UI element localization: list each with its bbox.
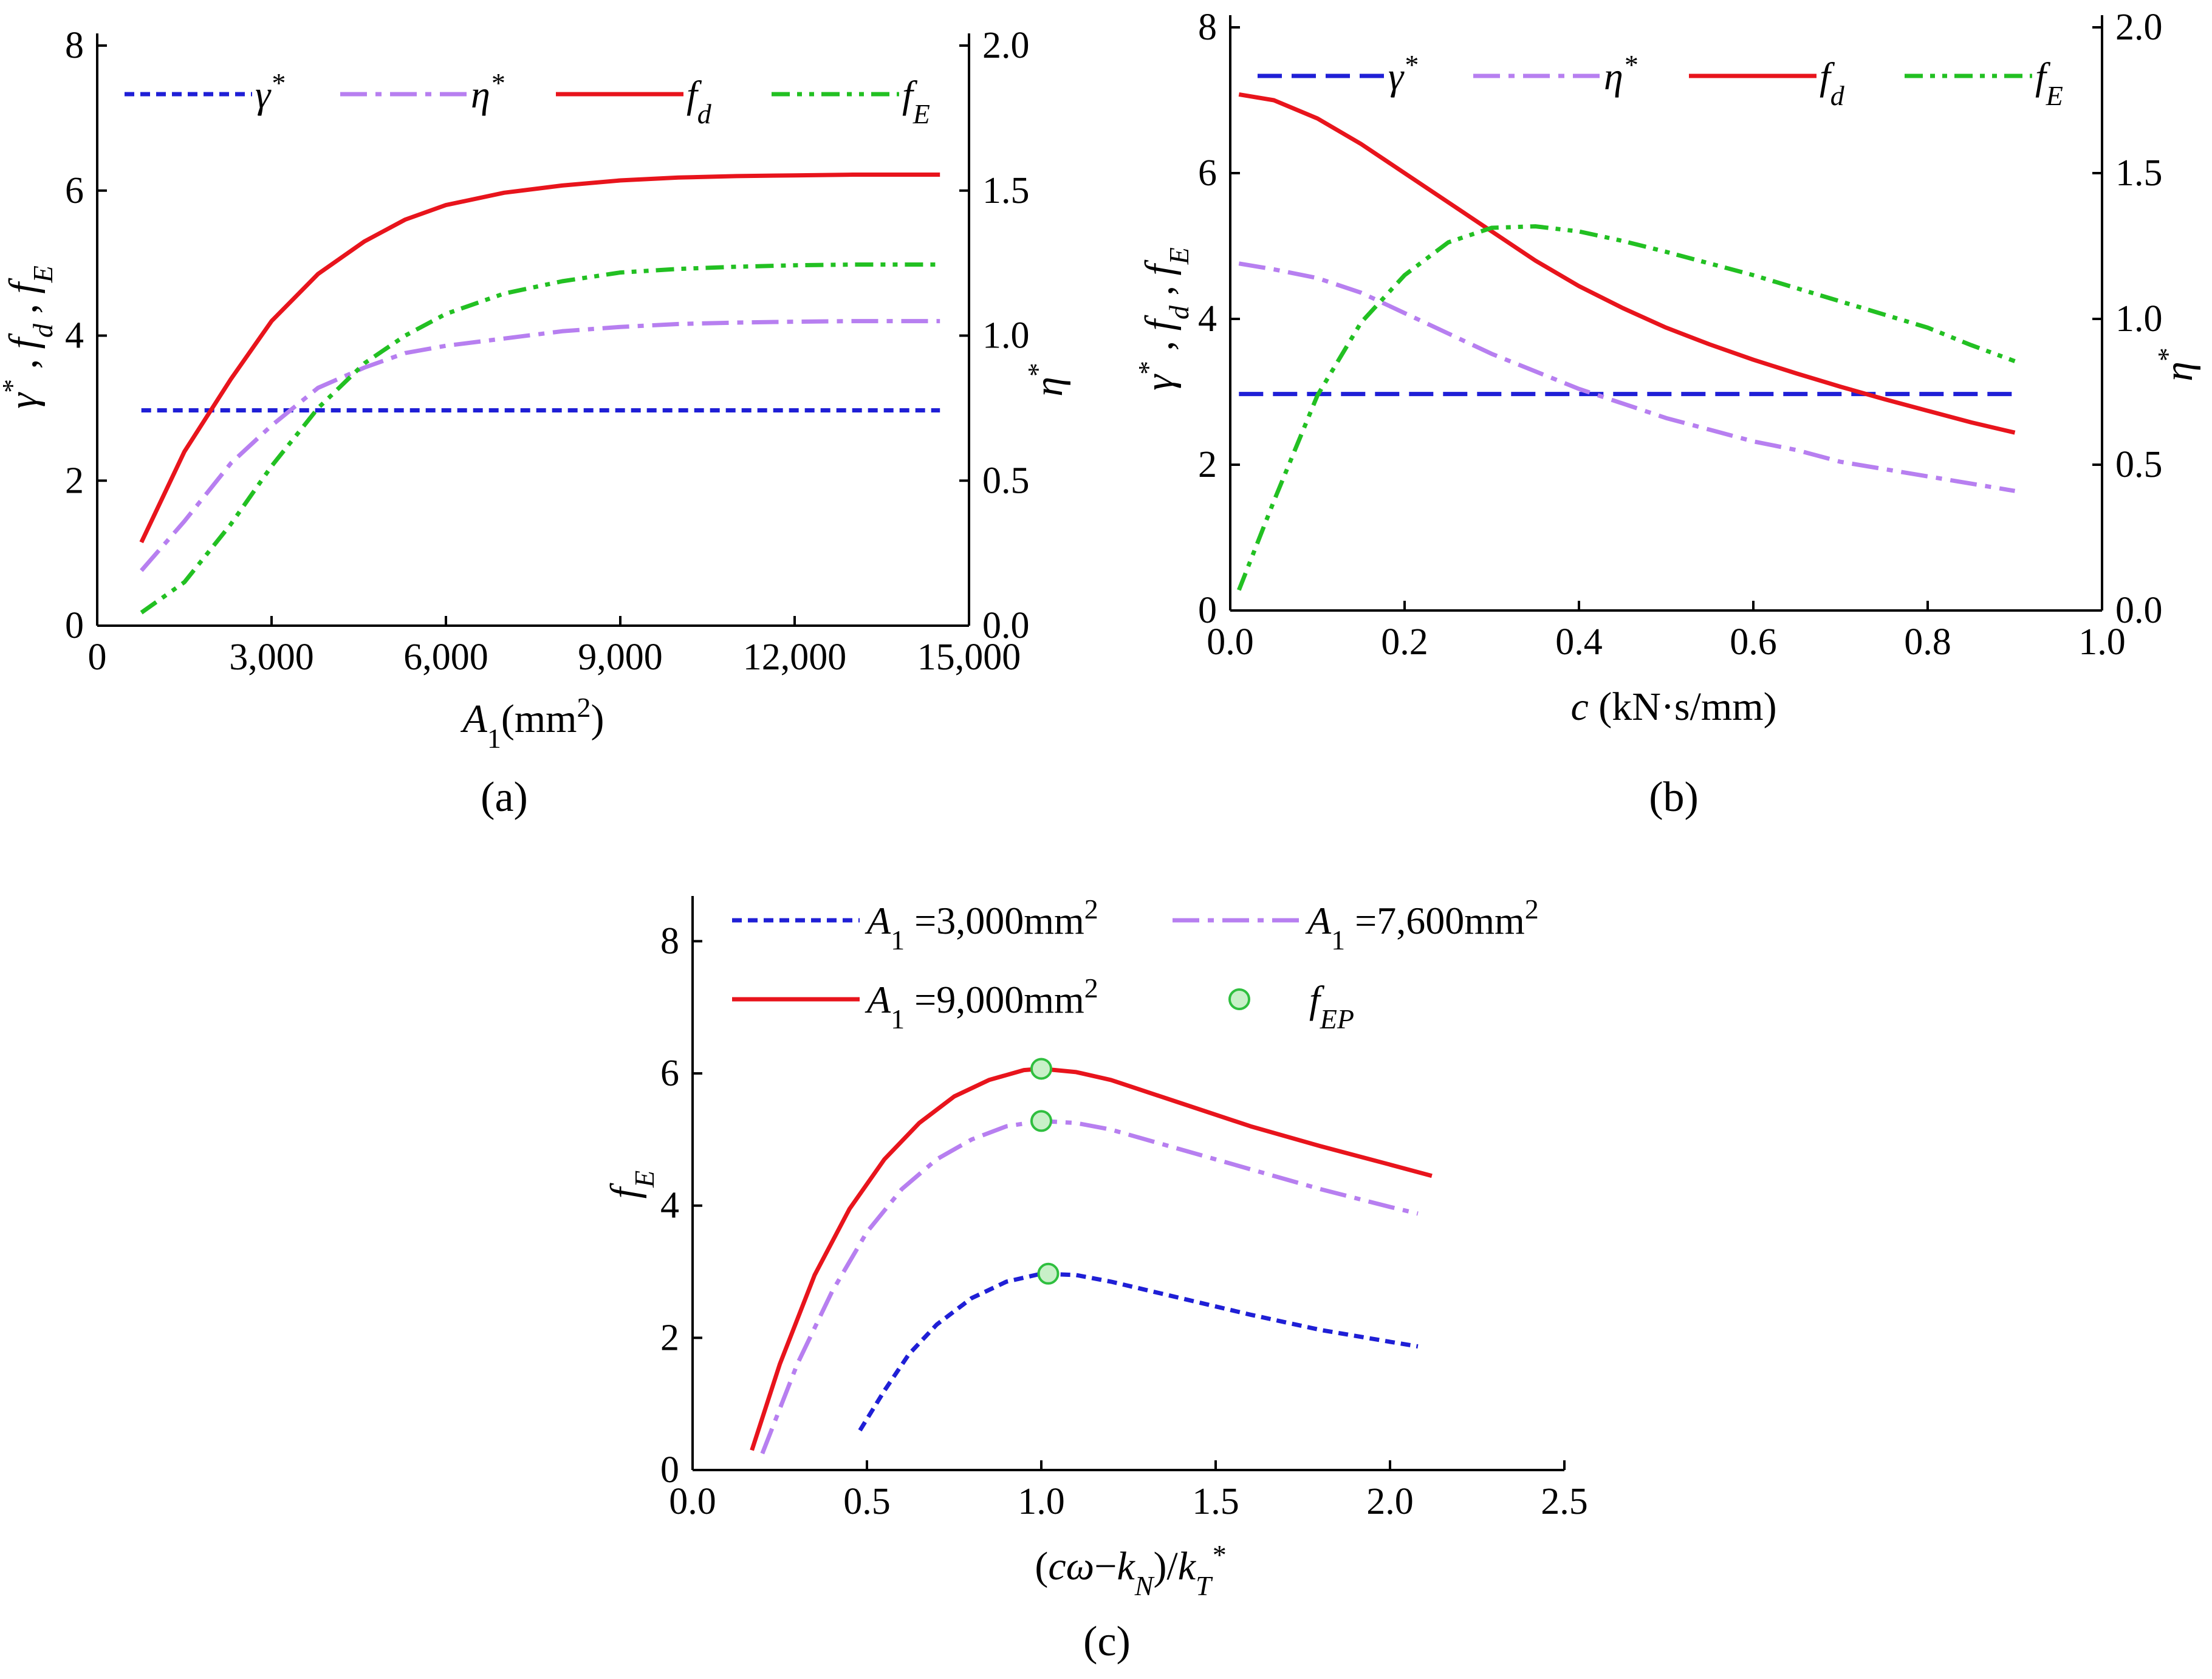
y-tick-label-left: 0 xyxy=(1198,590,1217,631)
y-axis-title-left: γ* , fd , fE xyxy=(0,265,58,409)
series-line-fd xyxy=(1238,92,2016,435)
x-tick-label: 1.5 xyxy=(1192,1481,1239,1522)
y-tick-label-right: 0.5 xyxy=(2115,444,2163,485)
y-tick-label-left: 8 xyxy=(1198,7,1217,48)
x-tick-label: 0 xyxy=(88,637,107,678)
x-tick-label: 0.4 xyxy=(1555,621,1603,663)
series-line-fE xyxy=(1237,224,2016,591)
y-tick-label-left: 4 xyxy=(660,1185,679,1226)
series-line-fE xyxy=(140,262,940,615)
legend-marker-fEP xyxy=(1228,988,1250,1010)
x-tick-label: 0.8 xyxy=(1904,621,1951,663)
x-tick-label: 0.0 xyxy=(669,1481,716,1522)
y-tick-label-left: 8 xyxy=(660,920,679,962)
y-tick-label-right: 0.0 xyxy=(982,605,1030,646)
x-axis-title: (cω−kN)/kT* xyxy=(1035,1539,1225,1601)
fEP-marker xyxy=(1030,1110,1052,1132)
legend-label: fEP xyxy=(1309,978,1354,1034)
legend-label: γ* xyxy=(1388,49,1417,98)
x-tick-label: 2.0 xyxy=(1366,1481,1414,1522)
panel-label-b: (b) xyxy=(1649,774,1699,821)
panel-label-a: (a) xyxy=(481,774,528,821)
x-tick-label: 0.0 xyxy=(1207,621,1254,663)
y-tick-label-left: 4 xyxy=(65,315,84,357)
chart-panel-b: 0.0 0.2 0.4 0.6 0.8 1.0 0 2 4 6 8 0.0 0.5 1.0 1.5 2.0 c … xyxy=(1132,7,2202,729)
y-tick-label-left: 6 xyxy=(1198,152,1217,194)
y-tick-label-right: 1.0 xyxy=(2115,298,2163,340)
x-tick-label: 3,000 xyxy=(229,637,314,678)
fEP-marker xyxy=(1037,1262,1060,1285)
y-tick-label-left: 2 xyxy=(65,460,84,501)
chart-panel-c: 0.0 0.5 1.0 1.5 2.0 2.5 0 2 4 6 8 (cω−kN)/kT* fE A1 =… xyxy=(603,894,1588,1601)
series-line- xyxy=(1238,261,2016,493)
y-tick-label-left: 2 xyxy=(1198,444,1217,485)
x-axis-title: A1(mm2) xyxy=(461,692,604,754)
panel-label-c: (c) xyxy=(1083,1618,1131,1665)
series-line-A19000mm2 xyxy=(750,1066,1433,1451)
legend-label: η* xyxy=(471,67,504,117)
y-tick-label-right: 1.5 xyxy=(982,170,1030,211)
y-tick-label-left: 6 xyxy=(660,1053,679,1094)
y-tick-label-left: 6 xyxy=(65,170,84,211)
y-axis-title-right: η* xyxy=(1022,363,1072,397)
y-tick-label-left: 8 xyxy=(65,25,84,66)
fEP-marker xyxy=(1030,1058,1052,1080)
x-axis-title: c (kN·s/mm) xyxy=(1570,685,1776,729)
y-tick-label-right: 1.0 xyxy=(982,315,1030,357)
series-line- xyxy=(140,319,940,572)
x-tick-label: 2.5 xyxy=(1541,1481,1588,1522)
x-tick-label: 9,000 xyxy=(578,637,663,678)
x-tick-label: 1.0 xyxy=(1018,1481,1065,1522)
y-axis-title-right: η* xyxy=(2152,347,2202,381)
legend-label: fd xyxy=(1820,55,1845,111)
legend-label: η* xyxy=(1604,49,1637,98)
legend-label: A1 =9,000mm2 xyxy=(865,973,1098,1034)
x-tick-label: 1.0 xyxy=(2078,621,2126,663)
x-tick-label: 0.6 xyxy=(1730,621,1777,663)
x-tick-label: 0.5 xyxy=(843,1481,891,1522)
legend-label: A1 =3,000mm2 xyxy=(865,894,1098,956)
legend-label: γ* xyxy=(255,67,284,117)
series-line-A13000mm2 xyxy=(858,1271,1419,1432)
y-tick-label-left: 0 xyxy=(660,1449,679,1491)
y-tick-label-right: 0.0 xyxy=(2115,590,2163,631)
y-tick-label-right: 2.0 xyxy=(2115,7,2163,48)
y-tick-label-right: 0.5 xyxy=(982,460,1030,501)
y-axis-title-left: fE xyxy=(603,1171,660,1199)
x-tick-label: 15,000 xyxy=(917,637,1021,678)
x-tick-label: 12,000 xyxy=(743,637,847,678)
legend-label: A1 =7,600mm2 xyxy=(1305,894,1539,956)
chart-panel-a: 0 3,000 6,000 9,000 12,000 15,000 0 2 4 6 8 0.0 0.5 1… xyxy=(0,25,1071,754)
series-line-fd xyxy=(139,173,940,544)
y-tick-label-left: 4 xyxy=(1198,298,1217,340)
series-line-A17600mm2 xyxy=(760,1118,1419,1455)
x-tick-label: 0.2 xyxy=(1381,621,1428,663)
legend-label: fd xyxy=(687,73,712,129)
y-tick-label-right: 2.0 xyxy=(982,25,1030,66)
x-tick-label: 6,000 xyxy=(403,637,488,678)
y-tick-label-right: 1.5 xyxy=(2115,152,2163,194)
y-tick-label-left: 0 xyxy=(65,605,84,646)
y-axis-title-left: γ* , fd , fE xyxy=(1132,247,1194,391)
y-tick-label-left: 2 xyxy=(660,1317,679,1358)
legend-label: fE xyxy=(2035,55,2063,111)
legend-label: fE xyxy=(902,73,930,129)
